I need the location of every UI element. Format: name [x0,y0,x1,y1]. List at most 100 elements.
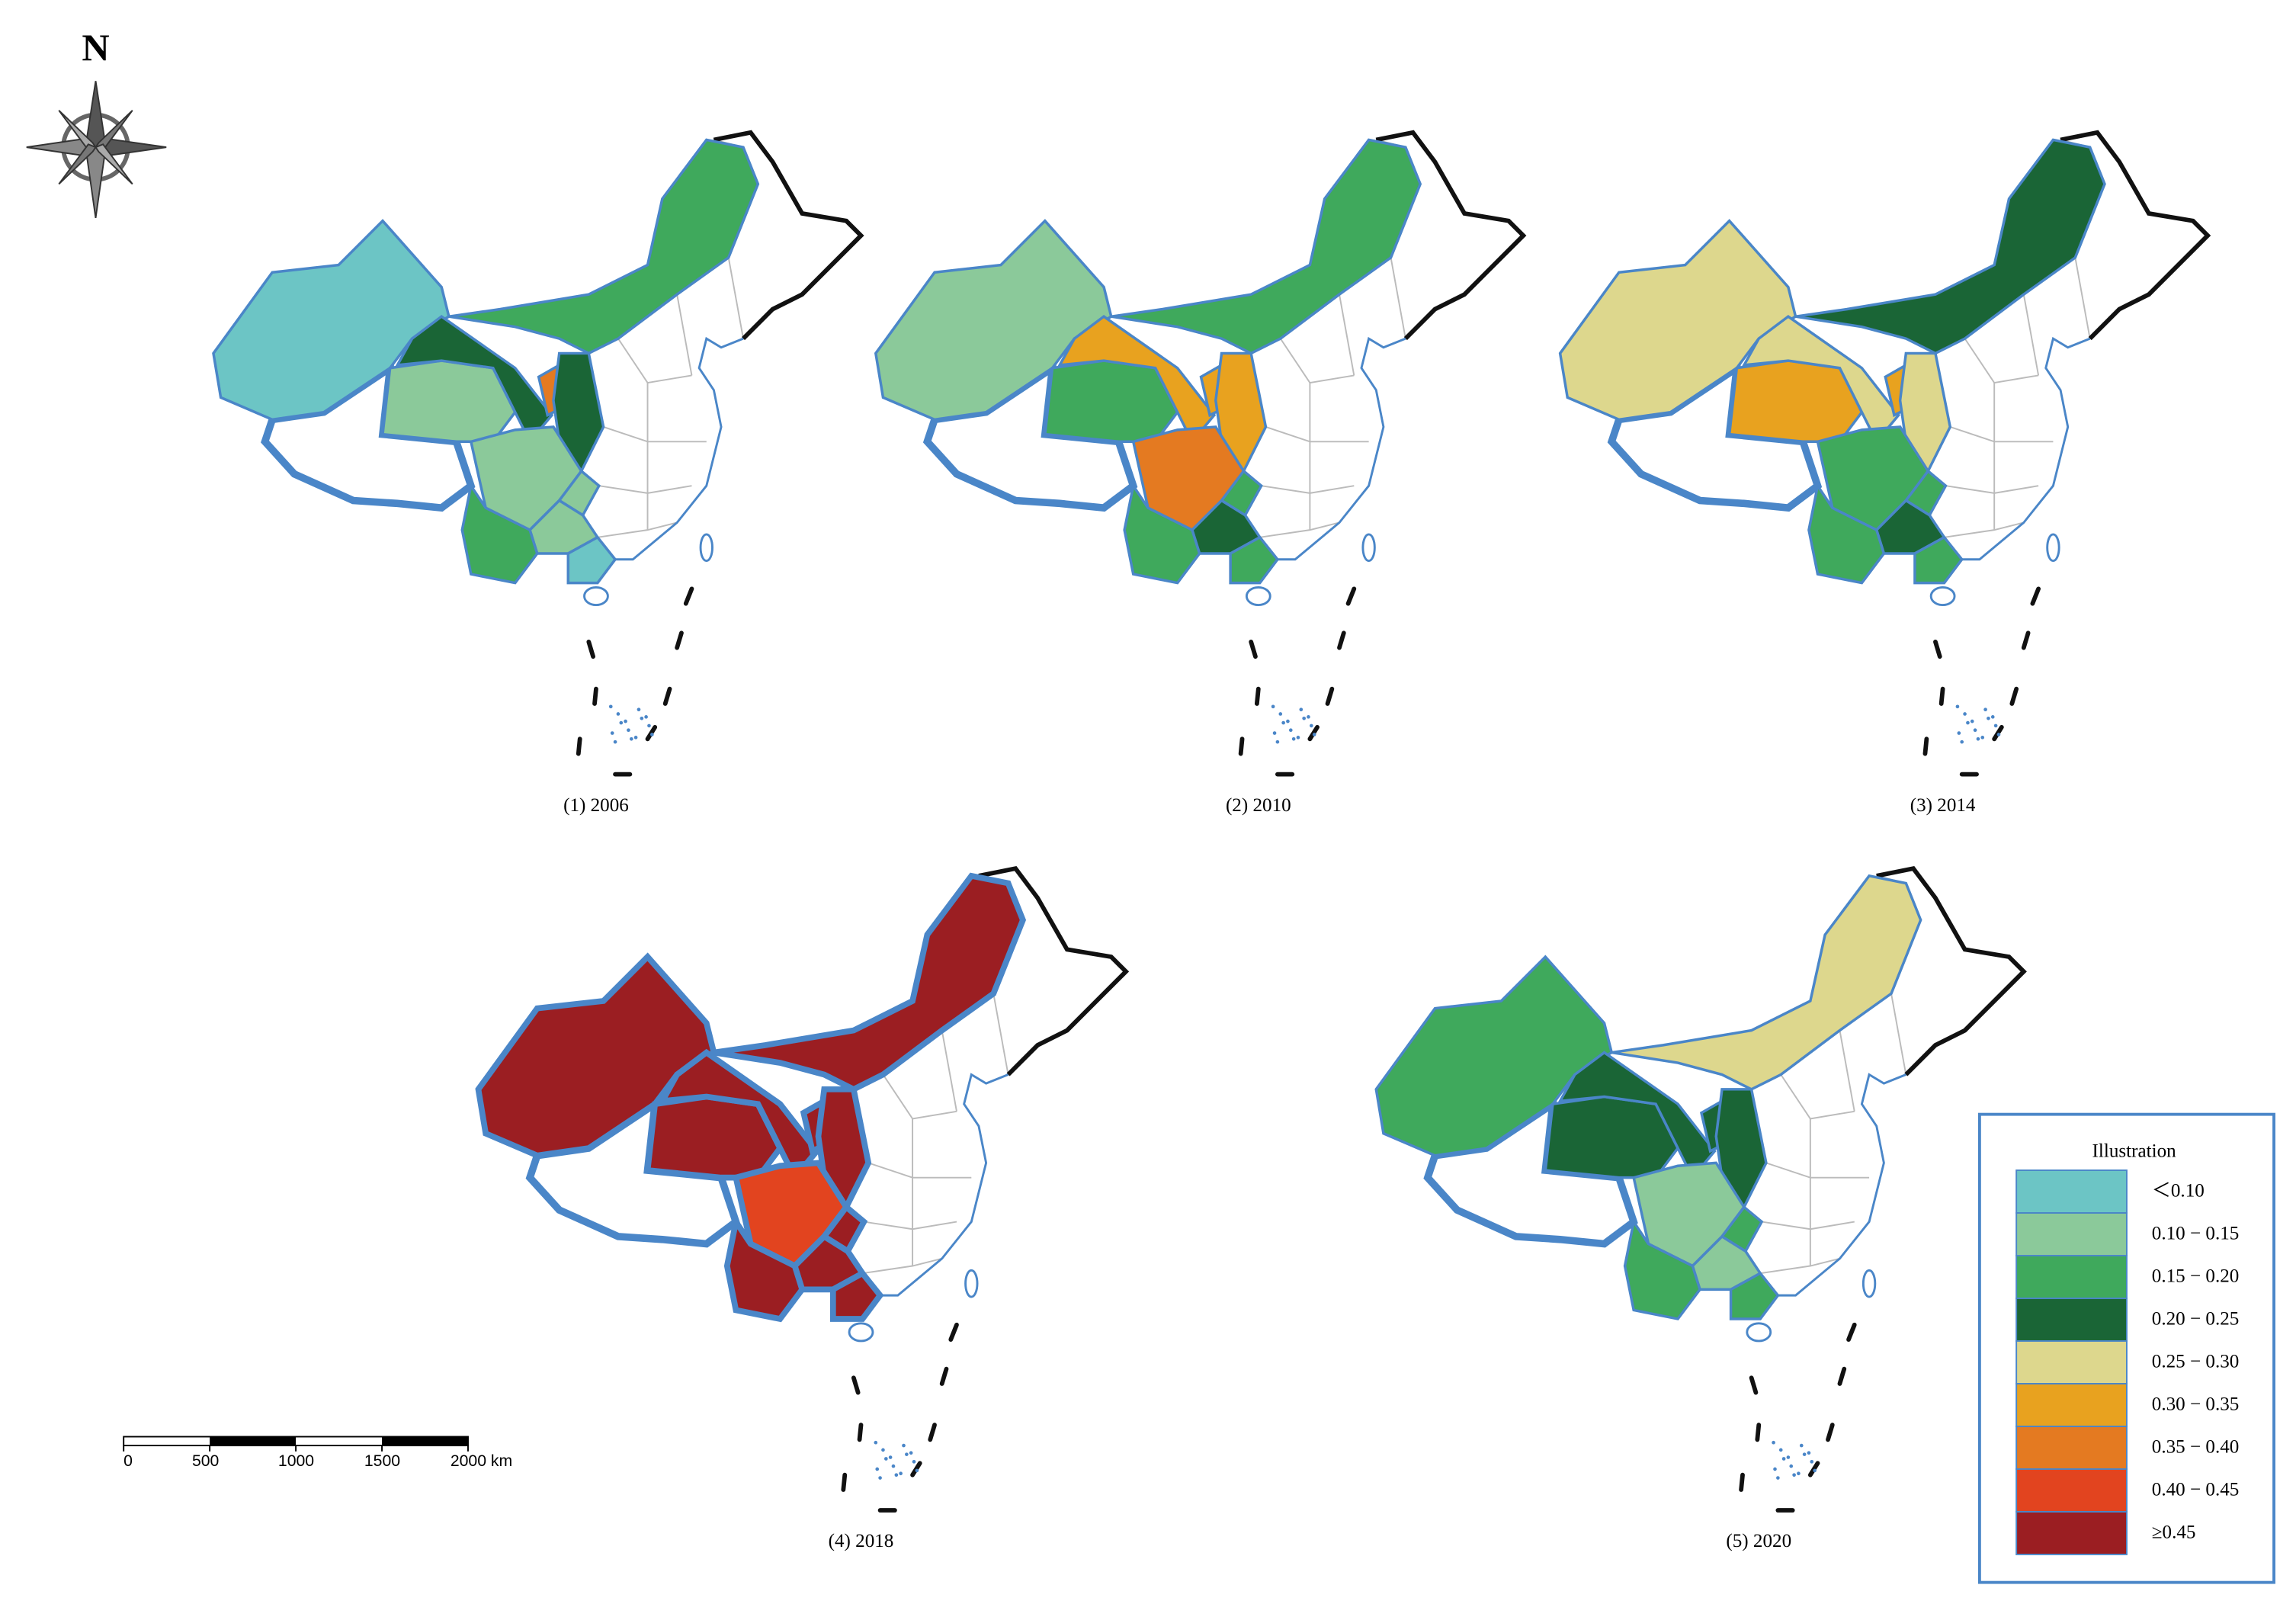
island [1797,1471,1801,1476]
map-caption: (2) 2010 [1226,795,1291,816]
province-border [1890,993,1907,1075]
boundary-dash [948,1322,959,1342]
region [1557,1051,1717,1180]
boundary-dash [683,586,694,606]
island [1361,533,1376,563]
island [699,533,713,563]
legend: Illustration ＜0.10 0.10 − 0.15 0.15 − 0.20… [1977,1112,2275,1584]
boundary-dash [1254,686,1261,706]
region [1623,1218,1701,1320]
island [1810,1459,1814,1464]
island [875,1467,880,1471]
boundary-dash [1837,1366,1847,1386]
legend-swatch [2015,1383,2128,1427]
island [1799,1443,1804,1448]
boundary-dash [662,686,672,706]
island [610,731,614,735]
map-caption: (1) 2006 [563,795,629,816]
island [1996,733,2001,736]
island [1776,1476,1780,1480]
region [723,1214,806,1323]
map-caption: (5) 2020 [1726,1531,1791,1551]
coastline [1778,1073,1906,1297]
province-border [1339,294,1355,376]
boundary-dash [2009,686,2019,706]
island [909,1451,913,1455]
province-border [2022,294,2040,376]
island [1272,731,1277,735]
region [1123,482,1201,585]
legend-swatch [2015,1169,2128,1214]
island [881,1448,885,1452]
island [874,1440,878,1445]
island [613,740,617,744]
island [1987,716,1990,720]
legend-label: 0.25 − 0.30 [2152,1352,2240,1372]
boundary-dash [1826,1423,1835,1442]
legend-title: Illustration [2092,1141,2177,1162]
boundary-dash [586,639,595,659]
map-panel: (1) 2006 [212,130,864,816]
island [2046,533,2060,563]
island [1781,1457,1786,1461]
scale-label: 2000 km [451,1452,512,1470]
island [1983,707,1987,711]
province-border [727,257,744,339]
island [1309,723,1313,728]
boundary-dash [1922,736,1929,756]
legend-swatch [2015,1255,2128,1299]
island [627,728,630,733]
province-border [941,1030,957,1112]
island [1976,736,1980,741]
legend-swatch [2015,1298,2128,1342]
boundary-dash [1739,1472,1745,1492]
island [915,1468,919,1473]
island [640,716,644,720]
scale-label: 500 [192,1452,219,1470]
compass-point [95,143,133,185]
island [1746,1322,1772,1343]
island [888,1455,893,1459]
island [1786,1455,1791,1459]
map-panel: (5) 2020 [1374,866,2027,1551]
legend-label: ≥0.45 [2152,1522,2196,1543]
scale-bar-segment [210,1436,297,1446]
island [912,1459,916,1464]
boundary-dash [1846,1322,1857,1342]
coastline [615,336,744,561]
national-border [1876,866,2027,1076]
province-border [2074,257,2091,339]
island [1286,719,1290,723]
boundary-dash [851,1375,861,1395]
island [650,733,654,736]
legend-label: 0.30 − 0.35 [2152,1394,2240,1415]
boundary-dash [841,1472,848,1492]
legend-swatch [2015,1212,2128,1256]
island [629,736,633,741]
map-panel: (3) 2014 [1558,130,2211,816]
coastline [1961,336,2091,561]
legend-swatch [2015,1340,2128,1384]
island [1960,740,1964,744]
island [619,720,624,725]
national-border [713,130,864,341]
island [608,704,613,709]
province-border [676,294,693,376]
legend-label: 0.10 − 0.15 [2152,1224,2240,1244]
boundary-dash [939,1366,949,1386]
island [647,723,651,728]
island [583,586,609,607]
island [1778,1448,1783,1452]
island [1861,1269,1877,1298]
legend-swatch [2015,1468,2128,1513]
island [1288,728,1293,733]
coastline [1277,336,1406,561]
boundary-dash [857,1423,864,1442]
boundary-dash [1238,736,1245,756]
island [905,1452,909,1456]
island [964,1269,979,1298]
island [1299,707,1304,711]
island [1275,740,1280,744]
map-caption: (3) 2014 [1910,795,1976,816]
